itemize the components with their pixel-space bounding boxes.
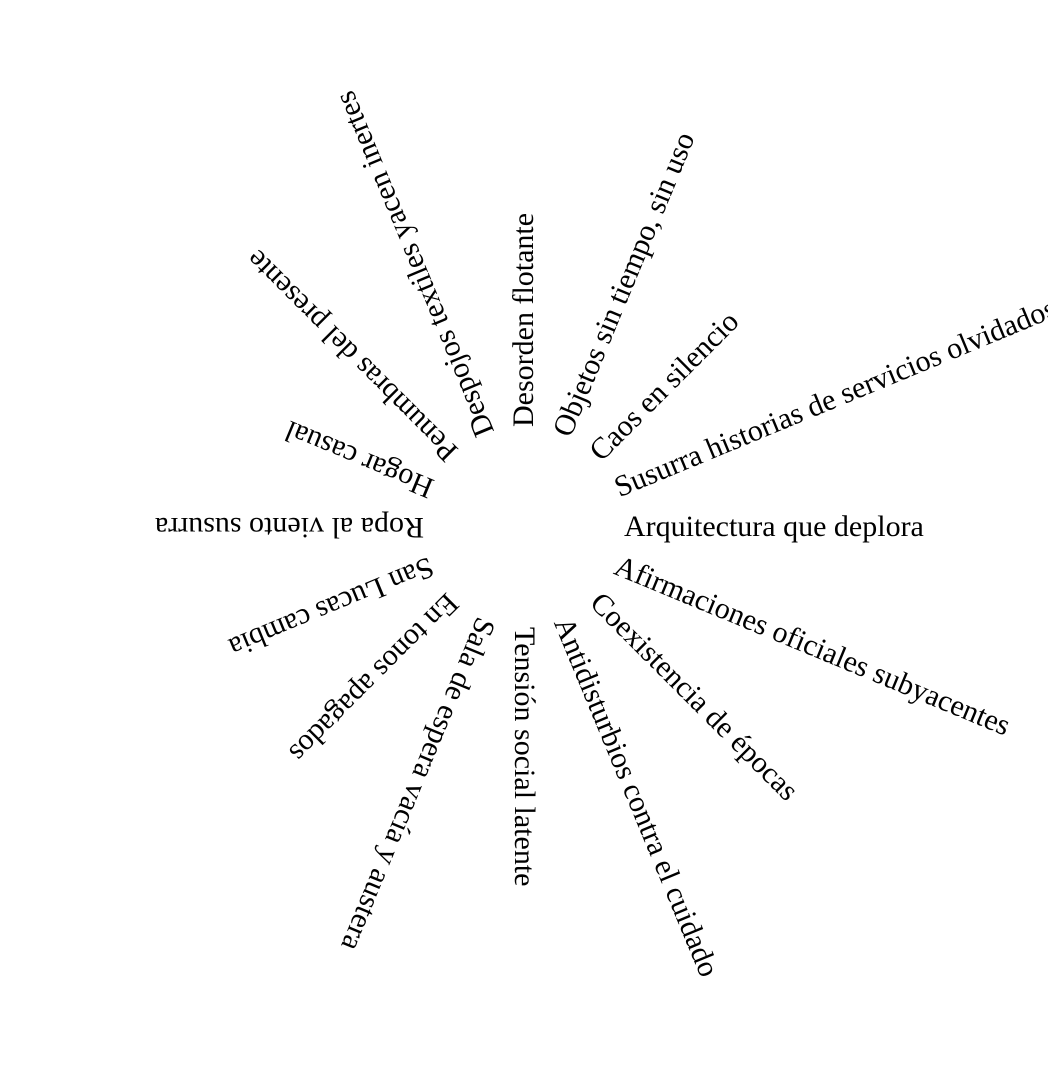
phrase-susurra: Susurra historias de servicios olvidados [609,291,1048,504]
phrase-afirmaciones: Afirmaciones oficiales subyacentes [610,549,1016,743]
phrase-sala-de-espera: Sala de espera vacía y austera [334,613,502,956]
phrase-despojos: Despojos textiles yacen inertes [328,85,501,442]
phrase-desorden: Desorden flotante [507,212,540,427]
phrase-antidisturbios: Antidisturbios contra el cuidado [547,612,726,982]
phrase-arquitectura: Arquitectura que deplora [624,510,924,543]
phrase-ropa-al-viento: Ropa al viento susurra [154,511,424,544]
phrase-tension: Tensión social latente [508,627,541,887]
